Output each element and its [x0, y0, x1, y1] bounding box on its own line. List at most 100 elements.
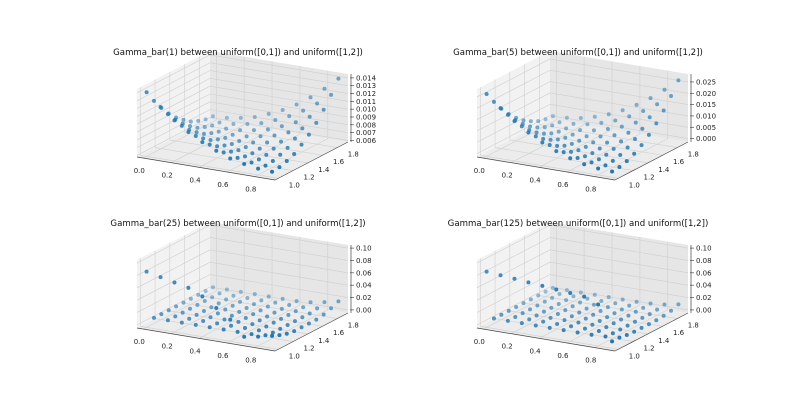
- data-point: [549, 131, 554, 136]
- data-point: [596, 328, 601, 333]
- z-tick-label: 0.015: [696, 101, 716, 109]
- y-tick-label: 1.0: [629, 181, 640, 189]
- data-point: [329, 92, 334, 97]
- data-point: [279, 316, 284, 321]
- data-point: [186, 285, 191, 290]
- y-axis-line: [274, 312, 349, 352]
- data-point: [620, 297, 625, 302]
- data-point: [214, 148, 219, 153]
- z-gridline: [549, 103, 689, 128]
- data-point: [589, 160, 594, 165]
- data-point: [591, 140, 596, 145]
- data-point: [271, 146, 276, 151]
- data-point: [210, 295, 215, 300]
- x-gridline: [171, 124, 245, 163]
- data-point: [242, 326, 247, 331]
- data-point: [259, 298, 264, 303]
- data-point: [223, 135, 228, 140]
- data-point: [292, 151, 297, 156]
- x-tick-label: 0.2: [502, 343, 513, 351]
- subplot-title: Gamma_bar(25) between uniform([0,1]) and…: [110, 219, 365, 229]
- y-tick-label: 1.8: [348, 151, 359, 159]
- data-point: [236, 319, 241, 324]
- z-tick-label: 0.020: [696, 90, 716, 98]
- z-gridline: [476, 58, 551, 98]
- data-point: [194, 130, 199, 135]
- subplot-title: Gamma_bar(125) between uniform([0,1]) an…: [448, 219, 709, 229]
- data-point: [265, 127, 270, 132]
- data-point: [238, 289, 243, 294]
- data-point: [263, 163, 268, 168]
- data-point: [639, 325, 644, 330]
- data-point: [526, 280, 531, 285]
- y-tick-label: 1.2: [303, 345, 314, 353]
- data-point: [222, 143, 227, 148]
- data-point: [575, 156, 580, 161]
- data-point: [315, 101, 320, 106]
- data-point: [221, 327, 226, 332]
- data-point: [604, 325, 609, 330]
- data-point: [549, 305, 554, 310]
- data-point: [627, 114, 632, 119]
- data-point: [661, 108, 666, 113]
- back-pane: [550, 222, 688, 313]
- data-point: [535, 303, 540, 308]
- data-point: [676, 78, 681, 83]
- y-tick-label: 1.0: [629, 352, 640, 360]
- data-point: [294, 102, 299, 107]
- data-point: [610, 339, 615, 344]
- data-point: [527, 317, 532, 322]
- z-tick-label: 0.08: [696, 257, 712, 265]
- data-point: [548, 315, 553, 320]
- data-point: [555, 311, 560, 316]
- data-point: [256, 157, 261, 162]
- subplot-gamma-bar-125: 0.0 0.2 0.4 0.6 0.8 1.01.2 1.41.61.8 0.00 0.02 0.…: [448, 219, 712, 365]
- z-gridline: [209, 93, 349, 118]
- x-gridline: [198, 300, 273, 339]
- z-gridline: [136, 78, 211, 117]
- data-point: [561, 328, 566, 333]
- z-gridline: [476, 237, 551, 276]
- data-point: [541, 319, 546, 324]
- data-point: [528, 297, 533, 302]
- data-point: [209, 305, 214, 310]
- data-point: [299, 325, 304, 330]
- x-tick-label: 0.6: [217, 181, 229, 189]
- y-gridline: [539, 124, 678, 148]
- data-point: [231, 293, 236, 298]
- data-point: [307, 114, 312, 119]
- data-point: [669, 93, 674, 98]
- data-point: [571, 294, 576, 299]
- z-gridline: [476, 249, 551, 289]
- data-point: [585, 296, 590, 301]
- data-point: [236, 148, 241, 153]
- y-axis-line: [274, 141, 349, 181]
- data-point: [584, 306, 589, 311]
- z-tick-label: 0.008: [356, 121, 376, 129]
- y-tick-label: 1.2: [643, 174, 654, 182]
- data-point: [250, 151, 255, 156]
- data-point: [555, 137, 560, 142]
- z-tick-label: 0.04: [356, 282, 372, 290]
- data-point: [243, 316, 248, 321]
- data-point: [590, 151, 595, 156]
- data-point: [634, 102, 639, 107]
- data-point: [562, 318, 567, 323]
- data-point: [216, 129, 221, 134]
- z-tick-label: 0.007: [356, 129, 376, 137]
- data-point: [646, 322, 651, 327]
- data-point: [235, 329, 240, 334]
- x-axis-line: [136, 327, 276, 352]
- data-point: [592, 292, 597, 297]
- data-point: [165, 318, 170, 323]
- z-gridline: [476, 81, 551, 120]
- data-point: [307, 311, 312, 316]
- data-point: [603, 163, 608, 168]
- data-point: [242, 161, 247, 166]
- data-point: [619, 307, 624, 312]
- x-gridline: [226, 133, 301, 173]
- floor-pane: [137, 290, 348, 351]
- data-point: [264, 152, 269, 157]
- z-gridline: [136, 117, 211, 156]
- data-point: [534, 313, 539, 318]
